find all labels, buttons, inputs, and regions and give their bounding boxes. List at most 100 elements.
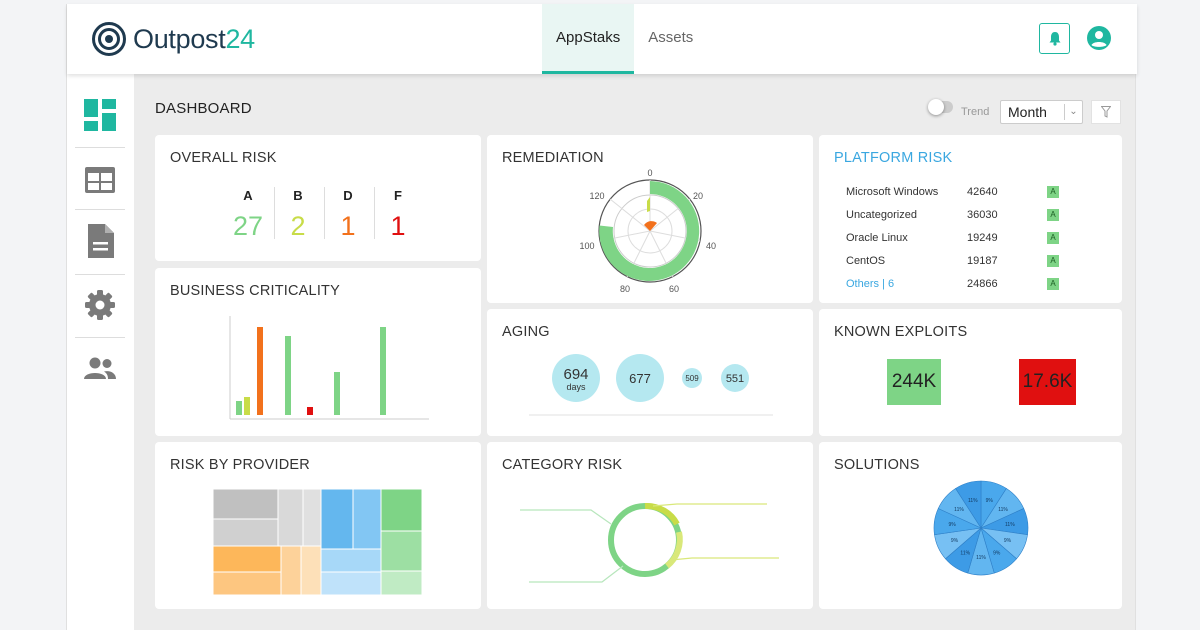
account-button[interactable] — [1086, 25, 1112, 56]
filter-button[interactable] — [1091, 100, 1121, 124]
sidebar-divider — [75, 209, 125, 210]
grade-b: B 2 — [278, 188, 318, 242]
table-icon — [85, 167, 115, 193]
bar — [380, 327, 386, 415]
solutions-card[interactable]: SOLUTIONS 9% 11% 11% 9% 9% 11% 11% 9% 9% 11% 11% — [819, 442, 1122, 609]
bar — [257, 327, 263, 415]
grade-badge: A — [1047, 255, 1059, 267]
user-icon — [1087, 26, 1111, 50]
pie-slice — [955, 480, 982, 530]
bar — [307, 407, 313, 415]
chevron-down-icon: ⌄ — [1064, 104, 1082, 120]
business-criticality-chart — [229, 316, 429, 420]
bell-icon — [1049, 32, 1060, 46]
bubble-unit: days — [566, 382, 586, 392]
slice-label: 11% — [968, 498, 978, 504]
bubble — [552, 354, 600, 402]
slice-label: 11% — [976, 555, 986, 561]
platform-value: 36030 — [967, 209, 998, 221]
bubble-value: 509 — [685, 374, 699, 383]
period-select[interactable]: Month ⌄ — [1000, 100, 1083, 124]
slice-label: 9% — [949, 522, 957, 528]
bubble — [682, 368, 702, 388]
aging-bubble-chart: 694 days 677 509 551 — [529, 354, 773, 416]
bubble — [616, 354, 664, 402]
tab-assets[interactable]: Assets — [648, 29, 694, 46]
platform-risk-card[interactable]: PLATFORM RISK Microsoft Windows 42640 A … — [819, 135, 1122, 303]
category-donut-chart — [520, 502, 779, 583]
platform-value: 24866 — [967, 278, 998, 290]
divider — [274, 187, 275, 239]
card-title: OVERALL RISK — [170, 150, 277, 166]
tab-appstaks[interactable]: AppStaks — [542, 4, 635, 74]
platform-name: Uncategorized — [846, 209, 917, 221]
bar — [334, 372, 340, 415]
bar — [236, 401, 242, 415]
grade-badge: A — [1047, 186, 1059, 198]
grade-count: 2 — [290, 211, 306, 241]
grade-d: D 1 — [328, 188, 368, 242]
period-value: Month — [1008, 104, 1047, 120]
sidebar-item-dashboard[interactable] — [75, 84, 125, 146]
business-criticality-card[interactable]: BUSINESS CRITICALITY — [155, 268, 481, 436]
sidebar-divider — [75, 147, 125, 148]
bubble-value: 677 — [629, 371, 651, 386]
slice-label: 11% — [1005, 522, 1015, 528]
slice-label: 9% — [993, 551, 1001, 557]
grade-letter: A — [243, 188, 253, 203]
grade-badge: A — [1047, 232, 1059, 244]
filter-icon — [1101, 106, 1111, 118]
users-icon — [84, 357, 116, 379]
notifications-button[interactable] — [1039, 23, 1070, 54]
page-title: DASHBOARD — [155, 100, 252, 117]
others-link[interactable]: Others | 6 — [846, 278, 895, 290]
tick-label: 100 — [579, 241, 594, 251]
top-header: Outpost24 AppStaks Assets — [67, 4, 1137, 74]
exploit-count-tile: 244K — [887, 359, 941, 405]
aging-card[interactable]: AGING 694 days 677 509 551 — [487, 309, 813, 436]
tick-label: 120 — [589, 191, 604, 201]
slice-label: 9% — [951, 538, 959, 544]
sidebar-item-settings[interactable] — [75, 274, 125, 336]
grade-letter: B — [293, 188, 303, 203]
card-title: KNOWN EXPLOITS — [834, 324, 968, 340]
logo-text: Outpost24 — [133, 23, 255, 54]
grade-count: 1 — [340, 211, 356, 241]
remediation-card[interactable]: REMEDIATION 0 20 40 60 80 100 120 — [487, 135, 813, 303]
sidebar-item-table[interactable] — [75, 149, 125, 211]
document-icon — [88, 224, 114, 258]
grade-letter: D — [343, 188, 353, 203]
grade-badge: A — [1047, 209, 1059, 221]
bubble-value: 694 — [563, 366, 588, 383]
tick-label: 40 — [706, 241, 716, 251]
divider — [374, 187, 375, 239]
card-title: BUSINESS CRITICALITY — [170, 283, 340, 299]
slice-label: 11% — [960, 551, 970, 557]
app-window: Outpost24 AppStaks Assets — [66, 4, 1137, 630]
tick-label: 0 — [647, 168, 652, 178]
card-title: SOLUTIONS — [834, 457, 920, 473]
card-title: RISK BY PROVIDER — [170, 457, 310, 473]
slice-label: 11% — [954, 507, 964, 513]
grade-a: A 27 — [228, 188, 268, 242]
slice-label: 9% — [1004, 538, 1012, 544]
category-risk-card[interactable]: CATEGORY RISK — [487, 442, 813, 609]
grade-letter: F — [394, 188, 402, 203]
logo[interactable]: Outpost24 — [91, 21, 255, 57]
grade-count: 1 — [390, 211, 406, 241]
bar — [285, 336, 291, 415]
divider — [324, 187, 325, 239]
risk-by-provider-card[interactable]: RISK BY PROVIDER — [155, 442, 481, 609]
platform-name: CentOS — [846, 255, 886, 267]
tick-label: 20 — [693, 191, 703, 201]
overall-risk-card[interactable]: OVERALL RISK A 27 B 2 D 1 F 1 — [155, 135, 481, 261]
known-exploits-card[interactable]: KNOWN EXPLOITS 244K 17.6K — [819, 309, 1122, 436]
sidebar-item-reports[interactable] — [75, 210, 125, 272]
grade-badge: A — [1047, 278, 1059, 290]
remediation-polar-chart: 0 20 40 60 80 100 120 — [579, 168, 716, 294]
tick-label: 60 — [669, 284, 679, 294]
trend-toggle[interactable] — [928, 99, 953, 115]
sidebar-divider — [75, 337, 125, 338]
card-title: PLATFORM RISK — [834, 150, 953, 166]
sidebar-item-users[interactable] — [75, 337, 125, 399]
